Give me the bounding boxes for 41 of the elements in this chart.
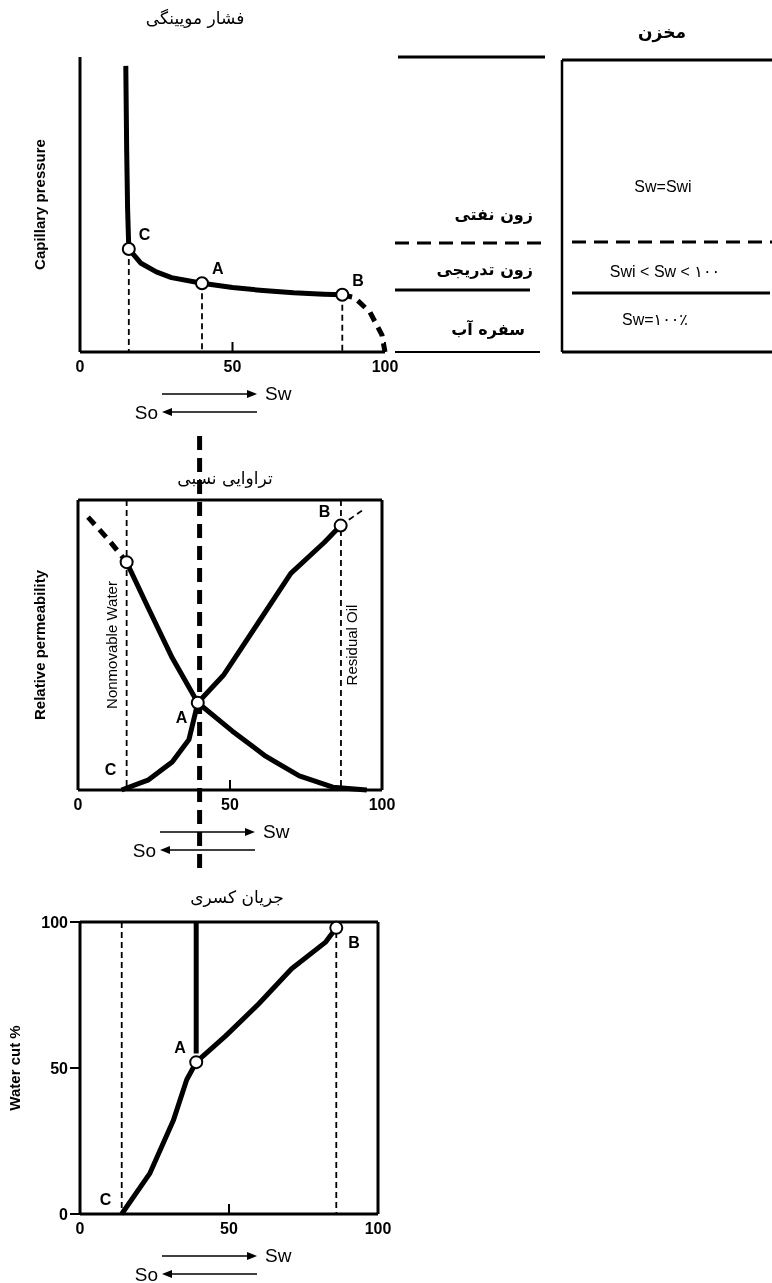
text: So: [134, 402, 158, 423]
annotation: B: [318, 502, 331, 520]
x-tick-label: 100: [371, 358, 399, 375]
annotation: A: [174, 1039, 187, 1057]
text: زون تدریجی: [436, 260, 533, 279]
annotation: A: [175, 708, 188, 726]
x-tick-label: 0: [73, 796, 83, 813]
x-tick-label: 100: [364, 1220, 392, 1237]
text: Swi < Sw < ۱۰۰: [609, 263, 721, 280]
text: مخزن: [638, 22, 686, 43]
text: So: [132, 840, 156, 861]
x-tick-label: 100: [368, 796, 396, 813]
y-axis-title: Capillary pressure: [31, 139, 48, 270]
ref-line-label: Residual Oil: [342, 604, 360, 686]
x-tick-label: 50: [221, 796, 239, 813]
text: Sw: [265, 383, 292, 404]
annotation: C: [104, 761, 117, 779]
x-tick-label: 50: [220, 1220, 238, 1237]
ref-line-label: Nonmovable Water: [102, 581, 120, 709]
text: Sw=Swi: [634, 178, 692, 195]
y-axis-title: Water cut %: [6, 1025, 23, 1111]
y-tick-label: 0: [59, 1206, 69, 1223]
annotation: B: [352, 271, 364, 289]
text: Sw: [265, 1245, 292, 1266]
y-axis-title: Relative permeability: [31, 569, 48, 721]
y-tick-label: 50: [50, 1060, 69, 1077]
annotation: A: [212, 260, 224, 278]
text: Sw: [263, 821, 290, 842]
annotation: C: [138, 225, 151, 243]
x-tick-label: 50: [223, 358, 242, 375]
x-tick-label: 0: [75, 358, 85, 375]
text: سفره آب: [451, 319, 525, 339]
text: Sw=۱۰۰٪: [622, 311, 688, 328]
y-tick-label: 100: [41, 914, 69, 931]
chart-title: فشار مویینگی: [145, 8, 245, 28]
text: زون نفتی: [454, 205, 533, 224]
annotation: C: [99, 1191, 112, 1208]
chart-title: جریان کسری: [190, 887, 284, 907]
annotation: B: [348, 933, 360, 951]
text: So: [134, 1264, 158, 1283]
x-tick-label: 0: [75, 1220, 85, 1237]
